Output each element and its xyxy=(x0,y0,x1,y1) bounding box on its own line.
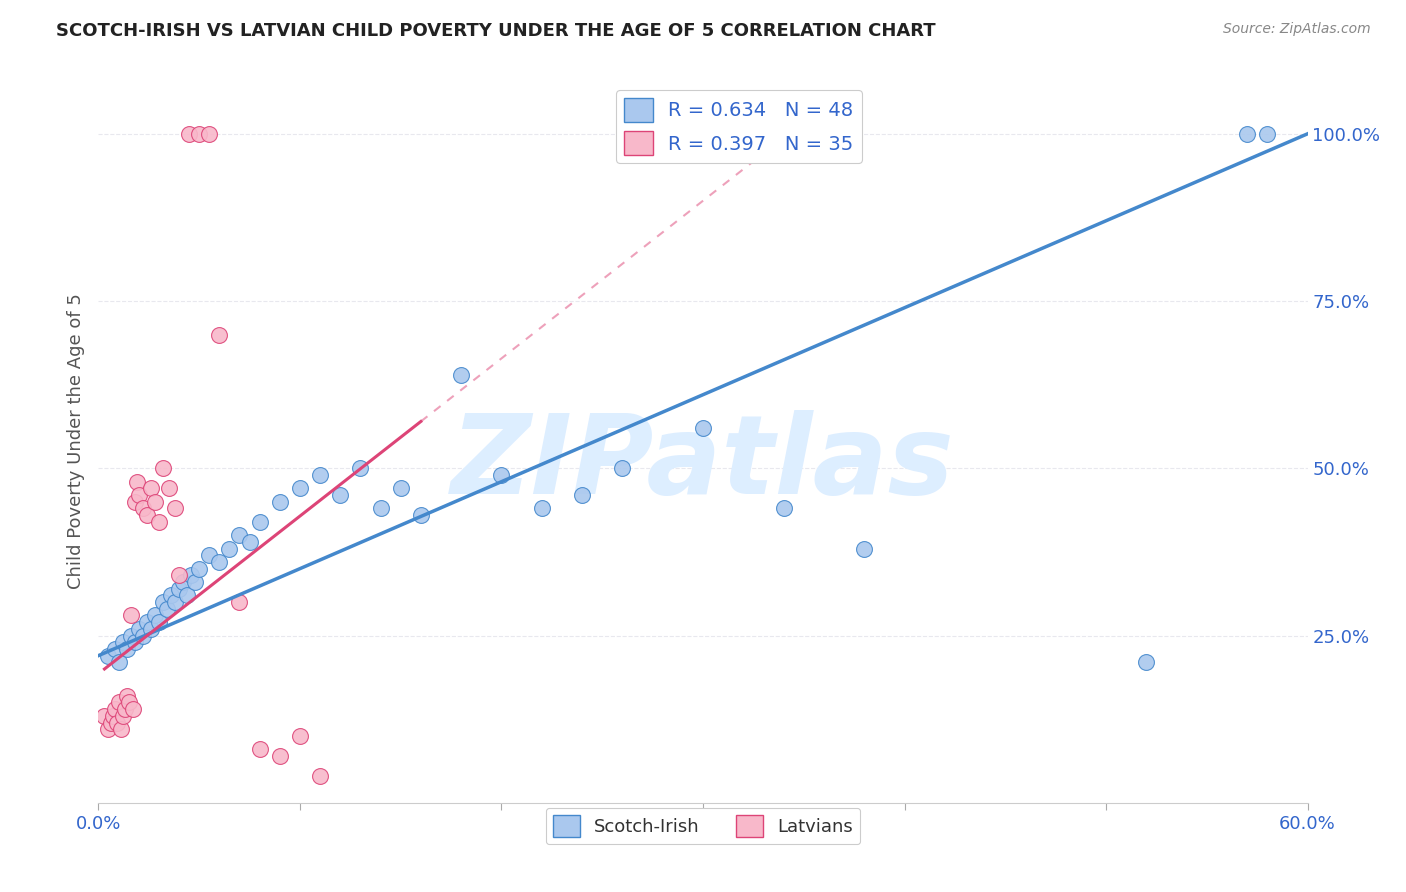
Point xyxy=(370,501,392,516)
Point xyxy=(249,742,271,756)
Point xyxy=(97,648,120,663)
Point xyxy=(114,702,136,716)
Point xyxy=(120,628,142,642)
Point xyxy=(853,541,876,556)
Point xyxy=(208,327,231,342)
Point xyxy=(208,555,231,569)
Point xyxy=(143,494,166,508)
Point xyxy=(491,467,513,482)
Point xyxy=(179,127,201,141)
Point xyxy=(163,595,186,609)
Point xyxy=(172,575,194,590)
Point xyxy=(184,575,207,590)
Point xyxy=(772,501,794,516)
Text: ZIPatlas: ZIPatlas xyxy=(451,409,955,516)
Point xyxy=(249,515,271,529)
Point xyxy=(239,534,262,549)
Point xyxy=(111,708,134,723)
Point xyxy=(128,622,150,636)
Point xyxy=(120,608,142,623)
Point xyxy=(111,635,134,649)
Point xyxy=(152,461,174,475)
Point xyxy=(143,608,166,623)
Point xyxy=(450,368,472,382)
Point xyxy=(218,541,240,556)
Point xyxy=(160,589,183,603)
Point xyxy=(139,622,162,636)
Point xyxy=(110,723,132,737)
Point xyxy=(124,494,146,508)
Point xyxy=(269,494,291,508)
Point xyxy=(198,548,221,563)
Point xyxy=(1256,127,1278,141)
Point xyxy=(188,562,211,576)
Point xyxy=(139,482,162,496)
Point xyxy=(97,723,120,737)
Point xyxy=(107,696,129,710)
Point xyxy=(692,421,714,435)
Point xyxy=(228,595,250,609)
Point xyxy=(409,508,432,523)
Legend: Scotch-Irish, Latvians: Scotch-Irish, Latvians xyxy=(546,808,860,845)
Point xyxy=(288,729,311,743)
Point xyxy=(269,749,291,764)
Point xyxy=(101,708,124,723)
Point xyxy=(309,769,332,783)
Point xyxy=(100,715,122,730)
Point xyxy=(176,589,198,603)
Point xyxy=(118,696,141,710)
Point xyxy=(329,488,352,502)
Point xyxy=(198,127,221,141)
Point xyxy=(93,708,115,723)
Text: SCOTCH-IRISH VS LATVIAN CHILD POVERTY UNDER THE AGE OF 5 CORRELATION CHART: SCOTCH-IRISH VS LATVIAN CHILD POVERTY UN… xyxy=(56,22,936,40)
Point xyxy=(163,501,186,516)
Point xyxy=(156,602,179,616)
Point xyxy=(103,702,125,716)
Point xyxy=(167,568,190,582)
Point xyxy=(288,482,311,496)
Point xyxy=(349,461,371,475)
Y-axis label: Child Poverty Under the Age of 5: Child Poverty Under the Age of 5 xyxy=(66,293,84,590)
Point xyxy=(103,642,125,657)
Point xyxy=(612,461,634,475)
Point xyxy=(571,488,593,502)
Point xyxy=(148,615,170,630)
Point xyxy=(309,467,332,482)
Point xyxy=(121,702,143,716)
Point xyxy=(115,642,138,657)
Point xyxy=(530,501,553,516)
Point xyxy=(148,515,170,529)
Point xyxy=(228,528,250,542)
Point xyxy=(1236,127,1258,141)
Point xyxy=(107,655,129,669)
Point xyxy=(135,508,157,523)
Point xyxy=(167,582,190,596)
Point xyxy=(115,689,138,703)
Point xyxy=(105,715,128,730)
Point xyxy=(132,628,155,642)
Point xyxy=(124,635,146,649)
Point xyxy=(132,501,155,516)
Point xyxy=(389,482,412,496)
Point xyxy=(125,475,148,489)
Point xyxy=(152,595,174,609)
Point xyxy=(135,615,157,630)
Point xyxy=(128,488,150,502)
Text: Source: ZipAtlas.com: Source: ZipAtlas.com xyxy=(1223,22,1371,37)
Point xyxy=(157,482,180,496)
Point xyxy=(1135,655,1157,669)
Point xyxy=(188,127,211,141)
Point xyxy=(180,568,202,582)
